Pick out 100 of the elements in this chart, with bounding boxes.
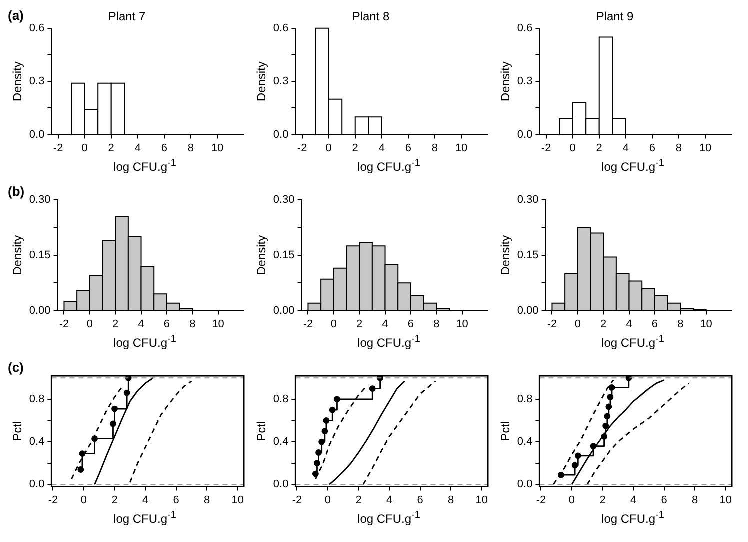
y-tick-label: 0.4 xyxy=(517,436,533,448)
x-tick-label: 2 xyxy=(112,494,118,506)
y-tick-label: 0.30 xyxy=(517,194,539,206)
y-tick-label: 0.0 xyxy=(273,128,289,141)
x-tick-label: 0 xyxy=(86,318,93,330)
x-axis-title: log CFU.g$^{-1}$ xyxy=(600,334,666,350)
x-tick-label: 10 xyxy=(456,318,468,330)
x-tick-label: 8 xyxy=(204,494,210,506)
y-axis-title: Density xyxy=(498,235,513,276)
y-tick-label: 0.4 xyxy=(29,436,45,448)
x-tick-label: 4 xyxy=(138,318,144,330)
x-tick-label: 4 xyxy=(134,142,141,154)
x-tick-label: -2 xyxy=(547,318,558,330)
x-tick-label: 2 xyxy=(596,142,602,154)
y-axis-title: Pctl xyxy=(254,421,269,442)
x-tick-label: 2 xyxy=(352,142,358,154)
x-tick-label: 8 xyxy=(432,142,438,154)
x-tick-label: 6 xyxy=(405,142,412,154)
x-tick-label: 6 xyxy=(161,142,168,154)
x-tick-label: 6 xyxy=(652,318,658,330)
y-tick-label: 0.00 xyxy=(29,304,51,317)
y-tick-label: 0.3 xyxy=(273,76,289,88)
x-tick-label: 10 xyxy=(212,318,224,330)
chart-title: Plant 8 xyxy=(352,10,390,24)
x-tick-label: 6 xyxy=(649,142,656,154)
x-tick-label: 0 xyxy=(80,494,88,506)
x-tick-label: 8 xyxy=(188,142,194,154)
x-axis-title: log CFU.g$^{-1}$ xyxy=(600,510,666,526)
x-axis-title: log CFU.g$^{-1}$ xyxy=(356,334,422,350)
y-tick-label: 0.0 xyxy=(517,478,533,491)
x-axis-title: log CFU.g$^{-1}$ xyxy=(112,510,178,526)
x-tick-label: 4 xyxy=(382,318,388,330)
x-axis-title: log CFU.g$^{-1}$ xyxy=(356,158,422,174)
x-tick-label: 4 xyxy=(142,494,149,506)
y-tick-label: 0.6 xyxy=(517,22,533,34)
x-tick-label: 2 xyxy=(112,318,119,330)
x-tick-label: 4 xyxy=(626,318,632,330)
x-axis-title: log CFU.g$^{-1}$ xyxy=(112,334,178,350)
y-axis-title: Density xyxy=(254,235,269,276)
x-tick-label: 0 xyxy=(324,494,332,506)
x-tick-label: 6 xyxy=(417,494,424,506)
y-tick-label: 0.0 xyxy=(517,128,533,141)
x-tick-label: 0 xyxy=(326,142,332,154)
x-tick-label: 10 xyxy=(455,142,468,154)
y-tick-label: 0.6 xyxy=(29,22,45,34)
x-tick-label: 2 xyxy=(600,494,606,506)
text: (c) xyxy=(8,360,24,375)
y-tick-label: 0.8 xyxy=(29,393,45,406)
x-tick-label: 8 xyxy=(678,318,684,330)
x-axis-title: log CFU.g$^{-1}$ xyxy=(356,510,422,526)
x-tick-label: 0 xyxy=(568,494,576,506)
x-tick-label: 4 xyxy=(630,494,637,506)
x-tick-label: -2 xyxy=(541,142,552,154)
chart-title: Plant 7 xyxy=(108,10,146,24)
y-tick-label: 0.15 xyxy=(273,249,295,262)
x-tick-label: 6 xyxy=(408,318,414,330)
x-tick-label: 2 xyxy=(108,142,114,154)
y-tick-label: 0.0 xyxy=(29,478,45,491)
x-axis-title: log CFU.g$^{-1}$ xyxy=(112,158,178,174)
y-tick-label: 0.00 xyxy=(273,304,295,317)
x-tick-label: 10 xyxy=(700,318,712,330)
x-axis-title: log CFU.g$^{-1}$ xyxy=(600,158,666,174)
y-tick-label: 0.15 xyxy=(29,249,51,262)
x-tick-label: -2 xyxy=(48,494,58,506)
y-tick-label: 0.0 xyxy=(273,478,289,491)
y-axis-title: Density xyxy=(498,62,513,102)
x-tick-label: 0 xyxy=(330,318,337,330)
x-tick-label: 8 xyxy=(448,494,454,506)
y-tick-label: 0.3 xyxy=(29,76,45,88)
x-tick-label: -2 xyxy=(536,494,546,506)
text: (a) xyxy=(8,8,24,23)
x-tick-label: 10 xyxy=(211,142,224,154)
y-tick-label: 0.00 xyxy=(517,304,539,317)
y-axis-title: Density xyxy=(254,62,269,102)
x-tick-label: 8 xyxy=(676,142,682,154)
x-tick-label: -2 xyxy=(53,142,64,154)
x-tick-label: 0 xyxy=(82,142,88,154)
y-tick-label: 0.4 xyxy=(273,436,289,448)
x-tick-label: 6 xyxy=(661,494,668,506)
y-tick-label: 0.8 xyxy=(517,393,533,406)
x-tick-label: -2 xyxy=(292,494,302,506)
x-tick-label: 4 xyxy=(386,494,393,506)
x-tick-label: 10 xyxy=(699,142,712,154)
y-tick-label: 0.15 xyxy=(517,249,539,262)
x-tick-label: 2 xyxy=(356,318,363,330)
x-tick-label: 10 xyxy=(476,494,488,506)
x-tick-label: -2 xyxy=(59,318,70,330)
x-tick-label: 2 xyxy=(600,318,607,330)
y-tick-label: 0.30 xyxy=(29,194,51,206)
text: (b) xyxy=(8,184,25,199)
x-tick-label: 8 xyxy=(692,494,698,506)
chart-title: Plant 9 xyxy=(596,10,634,24)
x-tick-label: 4 xyxy=(378,142,385,154)
y-tick-label: 0.6 xyxy=(273,22,289,34)
y-tick-label: 0.3 xyxy=(517,76,533,88)
y-tick-label: 0.8 xyxy=(273,393,289,406)
y-axis-title: Pctl xyxy=(498,421,513,442)
x-tick-label: 10 xyxy=(720,494,732,506)
x-tick-label: 0 xyxy=(574,318,581,330)
x-tick-label: 8 xyxy=(190,318,196,330)
